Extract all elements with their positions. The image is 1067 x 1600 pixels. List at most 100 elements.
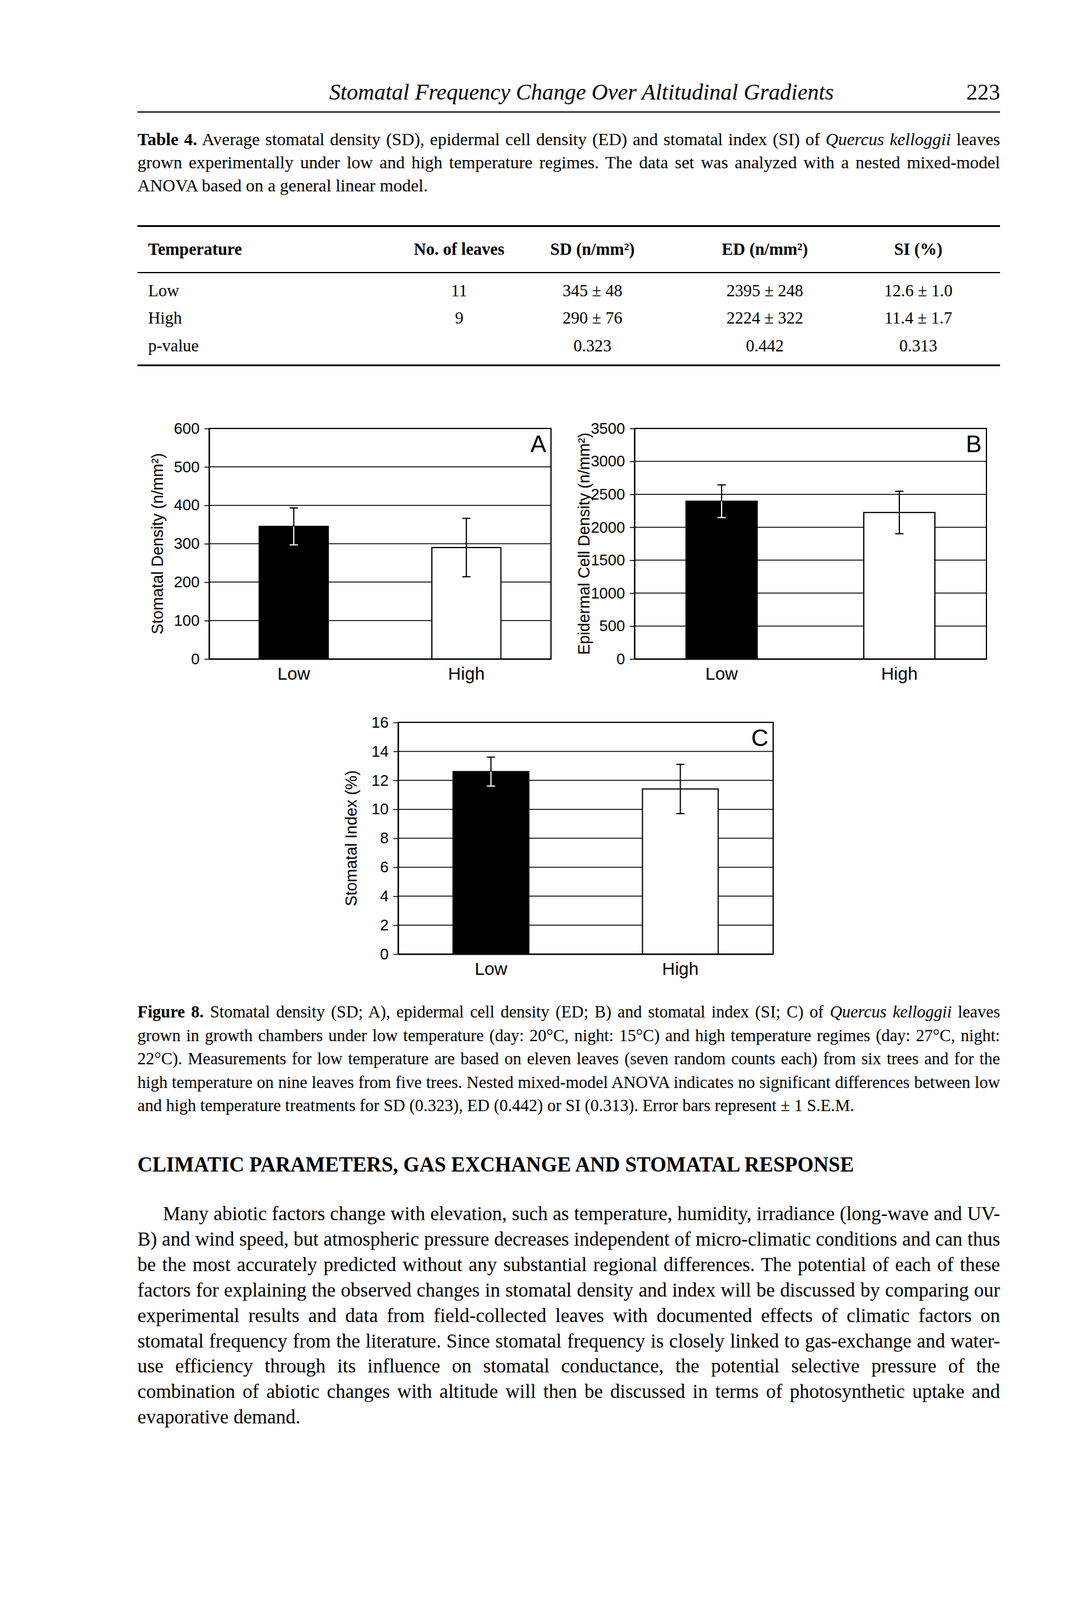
bar	[259, 526, 329, 659]
error-cap-upper	[486, 756, 496, 758]
y-tick-mark	[629, 494, 635, 496]
error-cap-lower	[895, 533, 904, 535]
table-cell: Low	[148, 279, 179, 303]
x-tick-label: High	[661, 958, 699, 979]
x-tick: Low	[277, 658, 310, 684]
table-header: ED (n/mm²)	[675, 238, 854, 261]
y-tick-mark	[629, 625, 635, 627]
caption-text: Average stomatal density (SD), epidermal…	[197, 129, 826, 149]
y-tick-mark	[393, 953, 399, 956]
y-tick-label: 8	[380, 828, 389, 847]
table-cell: 2224 ± 322	[675, 306, 854, 330]
y-tick: 16	[371, 713, 399, 732]
error-bar	[486, 757, 496, 787]
y-tick-label: 0	[380, 944, 389, 963]
error-bar-lower	[721, 501, 723, 518]
panel-label: A	[530, 430, 547, 457]
x-axis: LowHigh	[635, 658, 988, 684]
y-tick-mark	[204, 504, 210, 506]
x-tick: High	[661, 953, 699, 979]
table-cell: 345 ± 48	[503, 279, 682, 303]
table-cell: 0.313	[829, 334, 1008, 358]
y-tick: 2	[380, 915, 399, 934]
table-header: Temperature	[148, 238, 242, 261]
y-tick-mark	[393, 895, 399, 897]
table-cell: 12.6 ± 1.0	[829, 279, 1008, 303]
caption-text: Stomatal density (SD; A), epidermal cell…	[203, 1002, 831, 1021]
y-axis-title: Stomatal Index (%)	[342, 770, 361, 907]
y-tick: 14	[371, 742, 399, 761]
caption-species: Quercus kelloggii	[825, 129, 951, 149]
x-axis-line	[209, 658, 552, 660]
y-tick-label: 3000	[590, 452, 626, 470]
figure-caption: Figure 8. Stomatal density (SD; A), epid…	[137, 1000, 1001, 1118]
y-tick: 2000	[590, 518, 635, 537]
y-axis-title: Stomatal Density (n/mm²)	[148, 452, 167, 634]
y-tick-mark	[393, 808, 399, 810]
y-tick-label: 100	[174, 611, 200, 630]
y-axis-title: Epidermal Cell Density (n/mm²)	[575, 432, 594, 655]
y-tick-label: 600	[174, 419, 200, 438]
table-top-rule	[137, 225, 1001, 227]
error-cap-lower	[486, 785, 496, 787]
error-bar	[717, 484, 726, 518]
panel-label: B	[965, 430, 982, 457]
y-tick-label: 2000	[590, 518, 626, 537]
y-axis-line	[634, 428, 636, 660]
y-tick-mark	[204, 658, 210, 660]
table-cell: 2395 ± 248	[675, 279, 854, 303]
error-bar	[462, 518, 471, 578]
bar	[453, 771, 530, 954]
y-tick-mark	[204, 620, 210, 622]
caption-label: Figure 8.	[137, 1002, 204, 1021]
error-bar-upper	[490, 757, 492, 772]
error-cap-upper	[717, 484, 726, 486]
error-bar-lower	[679, 788, 681, 814]
y-tick-label: 2	[380, 915, 389, 934]
error-bar-upper	[679, 764, 681, 790]
y-tick-mark	[393, 866, 399, 868]
plot-frame	[398, 722, 774, 954]
error-cap-lower	[717, 516, 726, 518]
table-header: SI (%)	[829, 238, 1008, 261]
x-tick-label: High	[447, 663, 485, 684]
table-header: No. of leaves	[370, 238, 549, 261]
grid-line	[634, 493, 987, 495]
error-bar	[675, 764, 685, 814]
y-tick: 8	[380, 828, 399, 847]
error-bar-lower	[490, 771, 492, 786]
y-tick-mark	[204, 581, 210, 583]
caption-species: Quercus kelloggii	[830, 1002, 953, 1021]
table-cell: 0.323	[503, 334, 682, 358]
y-tick-mark	[393, 751, 399, 753]
error-bar-upper	[898, 491, 900, 513]
error-bar-lower	[465, 547, 467, 577]
y-tick-label: 1000	[590, 584, 626, 602]
y-tick: 6	[380, 857, 399, 876]
x-tick-label: Low	[277, 663, 310, 684]
x-axis-line	[635, 658, 988, 660]
table-cell: 0.442	[675, 334, 854, 358]
y-tick: 300	[174, 534, 210, 553]
error-cap-lower	[462, 575, 471, 578]
plot-area	[398, 722, 774, 954]
y-tick-label: 10	[371, 799, 389, 818]
table-cell: p-value	[148, 334, 199, 358]
grid-line	[209, 466, 551, 468]
y-tick-label: 2500	[590, 485, 626, 503]
y-tick-label: 3500	[590, 419, 626, 438]
error-cap-upper	[289, 507, 299, 509]
table-cell: 9	[370, 306, 549, 330]
y-tick: 600	[174, 419, 210, 438]
y-tick: 200	[174, 572, 210, 591]
table-cell: 11	[370, 279, 549, 303]
body-paragraph: Many abiotic factors change with elevati…	[137, 1200, 1001, 1430]
y-tick: 400	[174, 495, 210, 514]
y-tick: 500	[174, 457, 210, 476]
plot-frame	[209, 428, 551, 659]
y-tick: 2500	[590, 485, 635, 503]
x-tick-label: High	[880, 663, 918, 684]
x-axis: Low High	[209, 658, 552, 684]
grid-line	[398, 750, 774, 752]
y-tick-label: 16	[371, 713, 389, 732]
